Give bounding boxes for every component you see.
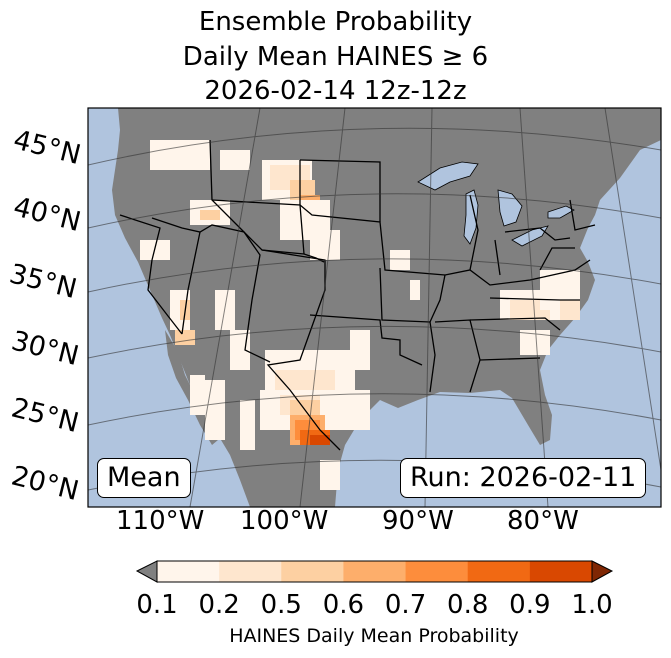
colorbar-tick-label: 0.2 (198, 590, 240, 620)
colorbar-segment (467, 561, 531, 582)
colorbar-tick-label: 0.9 (509, 590, 551, 620)
probability-cells (140, 140, 580, 490)
colorbar-segment (405, 561, 469, 582)
probability-cell (175, 330, 195, 345)
colorbar-tick-label: 1.0 (571, 590, 613, 620)
colorbar-tick-label: 0.1 (136, 590, 178, 620)
map-frame (87, 107, 662, 508)
colorbar-segment (529, 561, 593, 582)
lake-ontario (547, 205, 575, 219)
colorbar-under-arrow (135, 560, 158, 583)
probability-cell (310, 230, 340, 260)
graticule (88, 108, 661, 507)
state-borders (119, 139, 596, 451)
lon-label-80: 80°W (507, 506, 579, 536)
colorbar-segment (157, 561, 220, 582)
map-area (88, 108, 661, 507)
probability-cell (190, 375, 205, 415)
probability-cell (150, 140, 210, 170)
probability-cell (390, 250, 410, 270)
colorbar-tick-label: 0.6 (322, 590, 365, 620)
map-title-line1: Ensemble Probability (198, 7, 473, 37)
map-title-line2: Daily Mean HAINES ≥ 6 (182, 42, 489, 72)
probability-cell (320, 460, 340, 490)
stat-label-box: Mean (97, 458, 191, 498)
probability-cell (410, 280, 420, 300)
lon-label-90: 90°W (382, 506, 454, 536)
colorbar-tick-label: 0.5 (260, 590, 302, 620)
probability-cell (220, 150, 250, 170)
colorbar-tick-label: 0.8 (447, 590, 489, 620)
colorbar-segment (281, 561, 344, 582)
colorbar-over-arrow (591, 560, 614, 583)
lon-label-110: 110°W (116, 506, 205, 536)
probability-cell (200, 210, 220, 220)
probability-cell (240, 400, 255, 450)
colorbar-segment (343, 561, 407, 582)
colorbar (135, 560, 614, 583)
colorbar-label: HAINES Daily Mean Probability (229, 625, 519, 647)
probability-cell (310, 435, 330, 445)
baja-peninsula (165, 330, 218, 445)
probability-cell (230, 330, 250, 370)
colorbar-segment (219, 561, 282, 582)
probability-cell (205, 380, 225, 440)
colorbar-tick-label: 0.7 (384, 590, 427, 620)
lon-label-100: 100°W (240, 506, 329, 536)
map-title-line3: 2026-02-14 12z-12z (204, 76, 467, 106)
lake-michigan (463, 189, 479, 245)
probability-cell (560, 300, 580, 320)
probability-cell (350, 330, 370, 370)
lake-superior (417, 161, 479, 191)
run-label-box: Run: 2026-02-11 (400, 458, 647, 498)
